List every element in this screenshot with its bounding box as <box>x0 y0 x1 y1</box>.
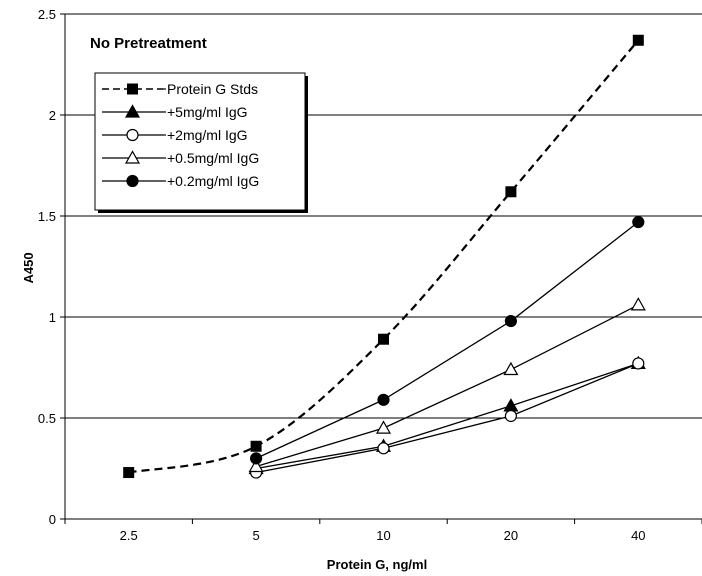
x-tick-label: 5 <box>252 528 259 543</box>
legend-label: +2mg/ml IgG <box>167 127 248 143</box>
legend: Protein G Stds +5mg/ml IgG +2mg/ml IgG +0.5… <box>94 72 308 213</box>
y-tick-label: 0 <box>49 512 56 527</box>
data-point <box>250 452 263 465</box>
legend-marker <box>126 174 139 188</box>
series <box>123 34 646 479</box>
series-line-2mg-ml-igg <box>255 362 639 474</box>
chart-annotation: No Pretreatment <box>90 35 207 52</box>
x-tick-label: 10 <box>376 528 390 543</box>
data-point <box>123 467 135 479</box>
data-point <box>375 420 392 434</box>
data-point <box>630 297 646 311</box>
x-tick-label: 40 <box>631 528 645 543</box>
y-tick-label: 1 <box>49 310 56 325</box>
series-line-0-2mg-ml-igg <box>255 221 639 459</box>
data-point <box>377 393 390 406</box>
y-tick-label: 1.5 <box>38 209 56 224</box>
data-point <box>505 186 517 198</box>
legend-label: +5mg/ml IgG <box>167 104 248 120</box>
data-point <box>504 314 517 328</box>
legend-label: +0.2mg/ml IgG <box>167 173 259 189</box>
legend-marker <box>127 83 138 95</box>
axes: 0 0.5 1 1.5 2 2.5 2.5 5 10 20 40 <box>38 7 702 543</box>
series-line-5mg-ml-igg <box>255 362 639 470</box>
series-line-0-5mg-ml-igg <box>255 304 639 468</box>
x-tick-label: 2.5 <box>120 528 138 543</box>
series-line-protein-g-stds <box>128 39 640 474</box>
legend-marker <box>124 104 141 118</box>
data-point <box>632 34 644 46</box>
data-point <box>632 215 645 229</box>
y-tick-label: 2 <box>49 108 56 123</box>
legend-marker <box>124 150 141 164</box>
legend-marker <box>126 128 139 142</box>
data-point <box>503 361 519 376</box>
data-point <box>250 440 262 452</box>
data-point <box>377 442 390 455</box>
y-tick-label: 0.5 <box>38 411 56 426</box>
y-tick-label: 2.5 <box>38 7 56 22</box>
legend-label: Protein G Stds <box>167 81 258 97</box>
data-point <box>248 458 264 473</box>
y-axis-title: A450 <box>21 252 36 283</box>
data-point <box>504 409 517 423</box>
data-point <box>378 333 389 345</box>
data-point <box>503 398 519 412</box>
x-tick-label: 20 <box>504 528 518 543</box>
data-point <box>632 357 645 370</box>
legend-box <box>94 72 306 211</box>
legend-label: +0.5mg/ml IgG <box>167 150 259 166</box>
x-axis-title: Protein G, ng/ml <box>327 557 427 572</box>
